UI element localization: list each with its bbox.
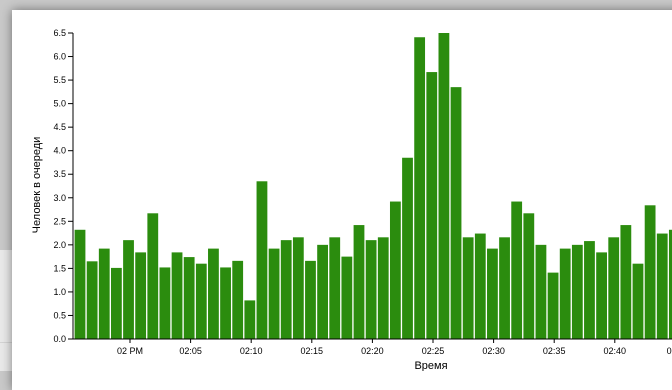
bars-group [74, 33, 672, 340]
bar [329, 237, 341, 339]
bar [232, 260, 244, 339]
bar [644, 205, 656, 339]
bar [171, 252, 183, 339]
bar [98, 248, 110, 339]
x-tick-label: 02:40 [604, 346, 627, 356]
bar [620, 225, 632, 339]
bar [474, 233, 486, 339]
bar [487, 248, 498, 339]
x-axis-title: Время [414, 360, 447, 371]
bar [535, 244, 547, 339]
bar [462, 237, 474, 339]
x-axis: 02 PM 02:05 02:10 02:15 02:20 02:25 02:30 02:35… [73, 338, 672, 356]
bar [402, 157, 413, 339]
y-tick-label: 6.0 [53, 52, 66, 62]
bar [571, 244, 583, 339]
y-tick-label: 0.5 [53, 310, 66, 320]
bar [656, 233, 668, 339]
bar [365, 240, 377, 339]
bar [305, 260, 316, 339]
y-tick-label: 1.0 [53, 287, 66, 297]
x-tick-label: 02:15 [301, 346, 324, 356]
x-tick-label: 02:10 [240, 346, 263, 356]
y-tick-label: 4.5 [53, 122, 66, 132]
x-tick-label: 02:30 [482, 346, 505, 356]
bar [389, 201, 401, 339]
bar-chart: 0.0 0.5 1.0 1.5 2.0 2.5 3.0 3.5 4.0 4.5 5.0 5.5 6.0 6… [31, 28, 672, 371]
x-tick-label: 02:35 [543, 346, 566, 356]
bar [317, 244, 328, 339]
bar [377, 237, 389, 339]
bar [450, 87, 462, 339]
bar [668, 229, 672, 339]
bar [353, 225, 365, 339]
bar [74, 229, 86, 339]
bar [256, 181, 268, 339]
bar [414, 37, 426, 340]
bar [86, 261, 98, 339]
bar [183, 257, 195, 339]
y-axis-title: Человек в очереди [31, 137, 43, 234]
bar [341, 256, 353, 339]
bar [608, 237, 620, 339]
y-tick-label: 5.5 [53, 75, 66, 85]
y-tick-label: 0.0 [53, 334, 66, 344]
x-tick-label: 02:05 [179, 346, 202, 356]
bar [523, 213, 535, 339]
y-tick-label: 3.5 [53, 169, 66, 179]
bar [596, 252, 607, 339]
y-tick-label: 1.5 [53, 263, 66, 273]
x-tick-label: 02:4 [667, 346, 672, 356]
bar [632, 263, 644, 339]
y-tick-label: 4.0 [53, 146, 66, 156]
y-tick-label: 6.5 [53, 28, 66, 38]
bar [547, 272, 559, 339]
y-tick-label: 3.0 [53, 193, 66, 203]
x-tick-label: 02 PM [117, 346, 143, 356]
bar [123, 240, 134, 339]
x-tick-label: 02:20 [361, 346, 384, 356]
bar [559, 248, 571, 339]
y-axis: 0.0 0.5 1.0 1.5 2.0 2.5 3.0 3.5 4.0 4.5 5.0 5.5 6.0 6… [53, 28, 74, 344]
bar [511, 201, 523, 339]
bar [268, 248, 280, 339]
bar [220, 267, 231, 339]
bar [244, 300, 256, 339]
bar [208, 248, 219, 339]
bar [426, 72, 438, 339]
bar [159, 267, 171, 339]
bar [195, 263, 207, 339]
x-tick-label: 02:25 [422, 346, 445, 356]
bar [110, 267, 122, 339]
bar [147, 213, 159, 339]
bar [135, 252, 147, 339]
bar [499, 237, 510, 339]
bar [292, 237, 304, 339]
y-tick-label: 5.0 [53, 99, 66, 109]
bar [280, 240, 292, 339]
bar [584, 241, 595, 339]
bar [438, 33, 450, 339]
y-tick-label: 2.0 [53, 240, 66, 250]
y-tick-label: 2.5 [53, 216, 66, 226]
